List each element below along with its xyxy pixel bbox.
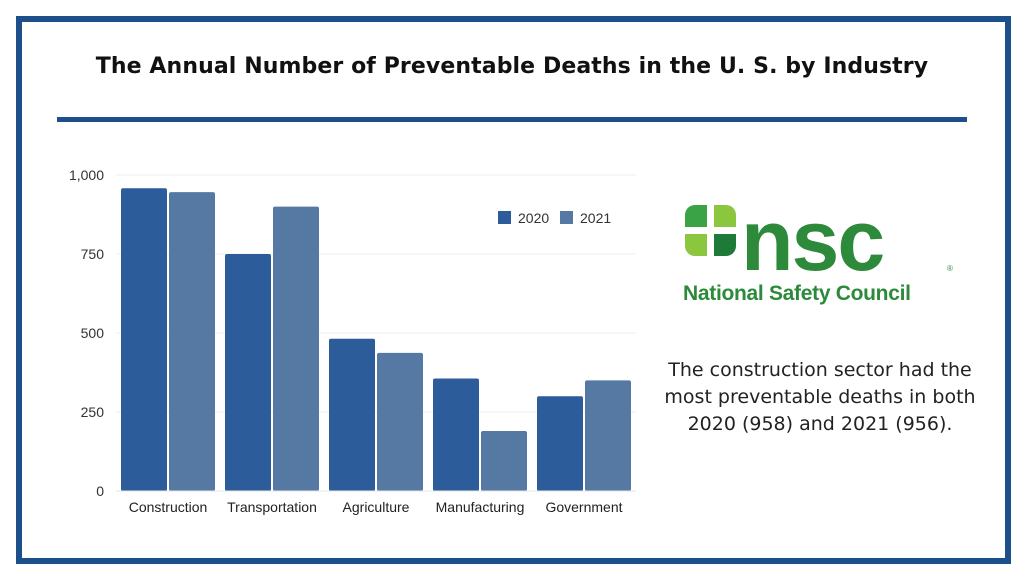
bar-2021-agriculture xyxy=(377,352,423,491)
bar-2020-manufacturing xyxy=(433,378,479,491)
bar-2020-transportation xyxy=(225,254,271,491)
bar-2021-manufacturing xyxy=(481,430,527,491)
legend-swatch-2020 xyxy=(498,211,511,224)
bar-2020-government xyxy=(537,396,583,491)
legend-swatch-2021 xyxy=(560,211,573,224)
bar-2021-construction xyxy=(169,192,215,491)
logo-wordmark: National Safety Council xyxy=(683,282,911,305)
y-tick-label: 1,000 xyxy=(69,167,104,183)
logo-text: nsc xyxy=(741,203,883,289)
bar-chart: 0 250 500 750 1,000 Construction Transportatio… xyxy=(69,167,636,515)
y-tick-label: 250 xyxy=(81,404,105,420)
legend-label-2021: 2021 xyxy=(580,210,611,226)
y-tick-label: 750 xyxy=(81,246,105,262)
bar-2021-transportation xyxy=(273,206,319,491)
bar-2020-agriculture xyxy=(329,338,375,491)
bar-2020-construction xyxy=(121,188,167,491)
x-tick-label: Construction xyxy=(129,499,208,515)
title-divider xyxy=(57,117,967,122)
y-tick-label: 500 xyxy=(81,325,105,341)
svg-text:®: ® xyxy=(947,264,953,273)
legend-label-2020: 2020 xyxy=(518,210,549,226)
x-tick-label: Government xyxy=(545,499,622,515)
x-tick-label: Transportation xyxy=(227,499,317,515)
summary-note: The construction sector had the most pre… xyxy=(664,359,976,435)
nsc-logo-icon: nsc ® xyxy=(685,203,953,289)
bar-2021-government xyxy=(585,380,631,491)
chart-title: The Annual Number of Preventable Deaths … xyxy=(95,54,929,79)
y-tick-label: 0 xyxy=(96,483,104,499)
x-tick-label: Manufacturing xyxy=(436,499,525,515)
x-tick-label: Agriculture xyxy=(343,499,410,515)
